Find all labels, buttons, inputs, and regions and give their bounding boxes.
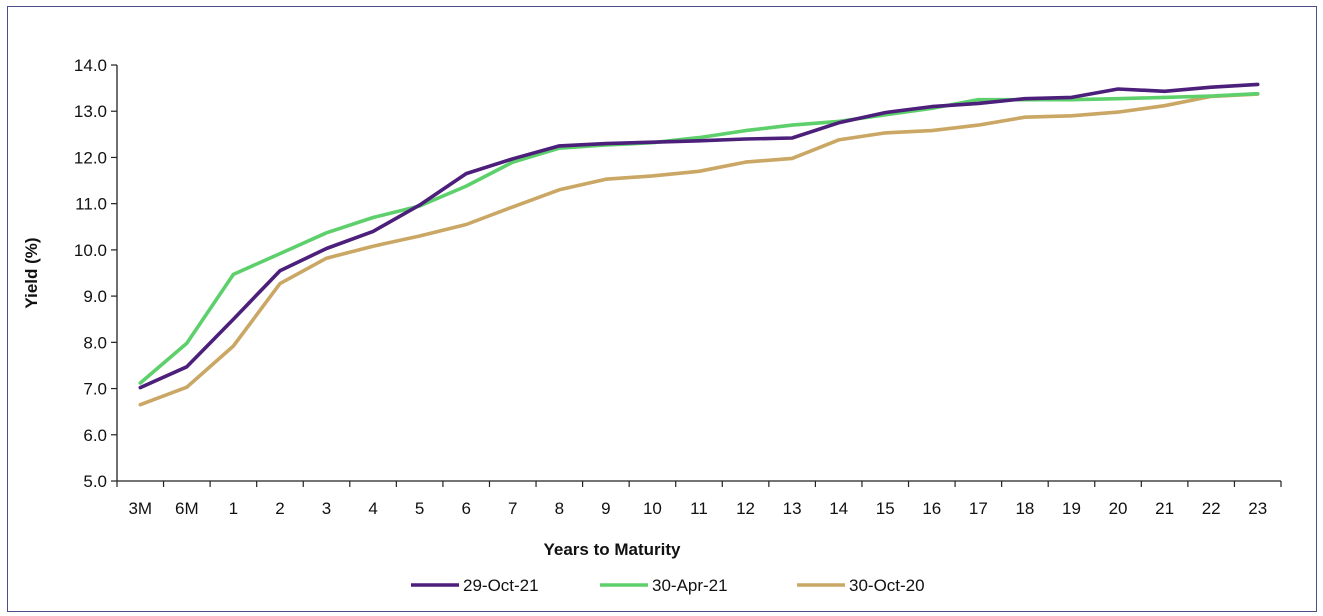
x-tick-label: 4	[368, 499, 377, 518]
x-tick-label: 20	[1109, 499, 1128, 518]
x-tick-label: 7	[508, 499, 517, 518]
x-tick-label: 10	[643, 499, 662, 518]
series-line-30-Oct-20	[138, 92, 1260, 407]
x-tick-label: 16	[922, 499, 941, 518]
x-tick-label: 1	[229, 499, 238, 518]
series-line-30-Apr-21	[138, 91, 1260, 385]
x-tick-label: 3	[322, 499, 331, 518]
x-tick-label: 8	[555, 499, 564, 518]
x-tick-label: 17	[969, 499, 988, 518]
x-tick-label: 6	[461, 499, 470, 518]
x-axis: 3M 6M 1 2 3 4 5 6 7 8 9 10 11 12 13 14 15 16 17 18 19 20 21 22 2…	[116, 480, 1282, 518]
x-tick-label: 23	[1248, 499, 1267, 518]
y-axis-title: Yield (%)	[22, 237, 41, 308]
x-tick-label: 5	[415, 499, 424, 518]
series-lines	[138, 82, 1260, 407]
x-axis-title: Years to Maturity	[544, 540, 682, 559]
legend-label: 29-Oct-21	[463, 576, 539, 595]
y-tick-label: 5.0	[83, 472, 107, 491]
x-tick-label: 9	[601, 499, 610, 518]
x-tick-label: 6M	[175, 499, 199, 518]
x-tick-label: 22	[1202, 499, 1221, 518]
series-line-29-Oct-21	[138, 82, 1260, 390]
y-tick-label: 7.0	[83, 380, 107, 399]
x-tick-label: 13	[783, 499, 802, 518]
x-tick-label: 2	[275, 499, 284, 518]
x-tick-label: 18	[1015, 499, 1034, 518]
y-tick-label: 10.0	[74, 241, 107, 260]
y-tick-label: 9.0	[83, 287, 107, 306]
x-tick-label: 12	[736, 499, 755, 518]
x-tick-label: 3M	[128, 499, 152, 518]
x-tick-label: 19	[1062, 499, 1081, 518]
y-tick-label: 13.0	[74, 102, 107, 121]
legend-label: 30-Apr-21	[652, 576, 728, 595]
legend-label: 30-Oct-20	[849, 576, 925, 595]
x-tick-label: 11	[690, 499, 708, 518]
x-tick-label: 21	[1155, 499, 1174, 518]
x-tick-label: 15	[876, 499, 895, 518]
legend: 29-Oct-21 30-Apr-21 30-Oct-20	[411, 576, 925, 595]
y-tick-label: 14.0	[74, 56, 107, 75]
y-tick-label: 8.0	[83, 333, 107, 352]
chart-frame	[7, 6, 1317, 612]
y-tick-label: 11.0	[75, 195, 107, 214]
y-tick-label: 6.0	[83, 426, 107, 445]
x-tick-label: 14	[829, 499, 848, 518]
y-axis: 5.0 6.0 7.0 8.0 9.0 10.0 11.0 12.0 13.0 14.0	[74, 56, 118, 491]
y-tick-label: 12.0	[74, 148, 107, 167]
